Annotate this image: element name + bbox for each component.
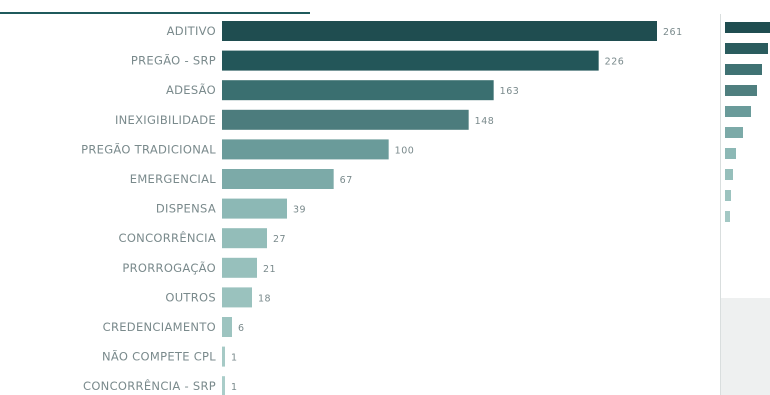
category-label: PRORROGAÇÃO [122, 260, 216, 275]
side-bar [725, 190, 732, 201]
side-bar [725, 85, 758, 96]
category-label: CREDENCIAMENTO [103, 320, 216, 334]
data-label: 39 [293, 205, 306, 216]
side-bar [725, 22, 770, 33]
category-label: INEXIGIBILIDADE [115, 113, 216, 127]
tab-underline [0, 0, 310, 14]
data-label: 6 [238, 323, 245, 334]
data-label: 261 [663, 27, 683, 38]
bar[interactable] [222, 80, 494, 101]
bar[interactable] [222, 50, 599, 71]
data-label: 67 [340, 175, 353, 186]
category-label: ADESÃO [166, 82, 216, 97]
bar[interactable] [222, 109, 469, 130]
bar[interactable] [222, 376, 225, 395]
category-label: EMERGENCIAL [130, 172, 217, 186]
bar[interactable] [222, 169, 334, 189]
side-bar [725, 127, 744, 138]
category-label: CONCORRÊNCIA - SRP [83, 378, 216, 393]
category-label: DISPENSA [156, 202, 216, 216]
data-label: 148 [475, 116, 495, 127]
category-label: PREGÃO - SRP [131, 53, 216, 68]
category-label: CONCORRÊNCIA [118, 230, 216, 245]
side-panel [720, 14, 770, 395]
data-label: 27 [273, 234, 286, 245]
category-label: OUTROS [165, 290, 216, 304]
side-bar [725, 169, 733, 180]
bar[interactable] [222, 139, 389, 160]
side-bar [725, 148, 736, 159]
bar[interactable] [222, 257, 257, 278]
bar[interactable] [222, 346, 225, 367]
data-label: 100 [395, 145, 415, 156]
bar[interactable] [222, 21, 657, 41]
data-label: 226 [605, 57, 625, 68]
data-label: 1 [231, 353, 238, 364]
category-label: ADITIVO [167, 24, 216, 38]
horizontal-bar-chart: ADITIVO 261 PREGÃO - SRP 226 ADESÃO 163 INEXIG… [81, 21, 683, 395]
side-bar [725, 106, 752, 117]
bar[interactable] [222, 317, 232, 337]
bar[interactable] [222, 228, 267, 249]
side-bar [725, 64, 762, 75]
category-label: NÃO COMPETE CPL [102, 349, 216, 364]
side-bar [725, 211, 730, 222]
data-label: 1 [231, 382, 238, 393]
data-label: 163 [500, 86, 520, 97]
side-bar [725, 43, 768, 54]
side-panel-shade [721, 298, 770, 395]
bar[interactable] [222, 287, 252, 308]
data-label: 21 [263, 264, 276, 275]
bar[interactable] [222, 198, 287, 219]
category-label: PREGÃO TRADICIONAL [81, 141, 216, 156]
data-label: 18 [258, 293, 271, 304]
